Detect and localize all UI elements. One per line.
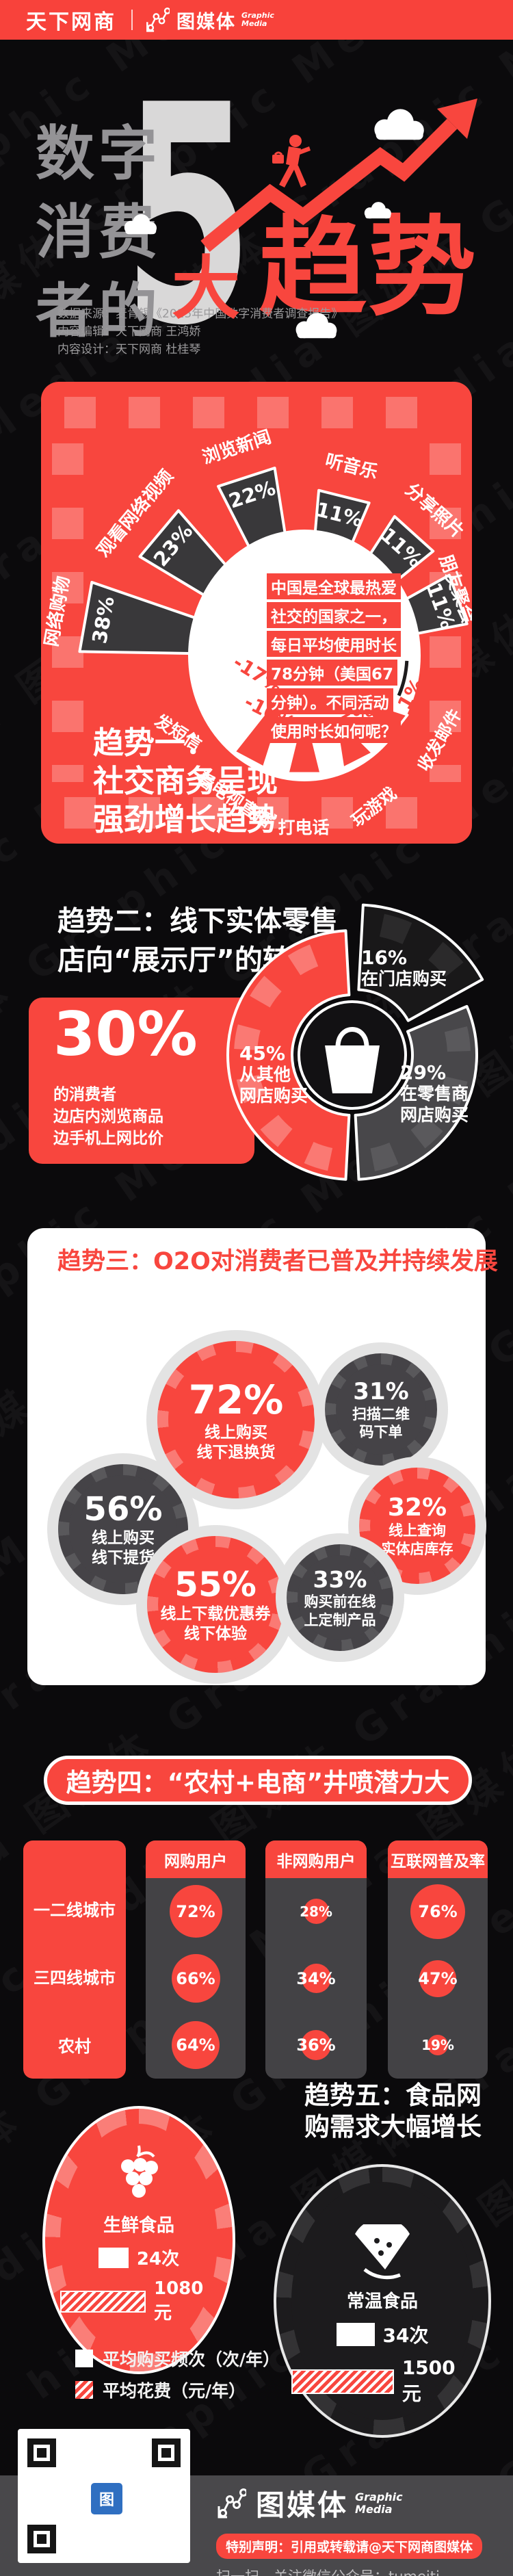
trend1-card: 38% 网络购物 23% 观看网络视频 22% 浏览新闻 11% 听音乐 11% 分享照片 11% 朋…	[41, 382, 472, 844]
data-source-line: 数据来源：麦肯锡《2015年中国数字消费者调查报告》	[57, 307, 343, 321]
frequency-stat: 24次	[98, 2245, 179, 2270]
trend2-stat-card: 30% 的消费者 边店内浏览商品 边手机上网比价	[29, 998, 254, 1164]
watermelon-icon	[355, 2224, 410, 2280]
legend-item: 平均花费（元/年）	[75, 2374, 280, 2406]
top-brand-bar: 天下网商 图媒体 Graphic Media	[0, 0, 513, 40]
title-trend-word: 趋势	[259, 205, 477, 331]
donut-segment	[354, 1004, 478, 1181]
trend1-center-note: 中国是全球最热爱 社交的国家之一， 每日平均使用时长 78分钟（美国67 分钟）…	[267, 573, 401, 746]
graphic-media-logo-icon	[146, 8, 170, 32]
cloud-icon	[295, 313, 337, 339]
trend3-title: 趋势三：O2O对消费者已普及并持续发展	[57, 1248, 498, 1275]
solid-swatch	[336, 2323, 375, 2346]
hatch-swatch	[60, 2290, 146, 2313]
chart-label: 听音乐	[323, 450, 380, 483]
trend3-panel	[27, 1228, 486, 1685]
chart-label: 浏览新闻	[200, 426, 274, 469]
brand-wordmark: 天下网商	[26, 10, 116, 34]
editor-line: 内容编辑：天下网商 王鸿娇	[57, 325, 201, 339]
trend5-legend: 平均购买频次（次/年） 平均花费（元/年）	[75, 2343, 280, 2406]
food-category-label: 生鲜食品	[103, 2215, 174, 2236]
designer-line: 内容设计：天下网商 杜桂琴	[57, 343, 201, 356]
cloud-icon	[124, 214, 157, 235]
footer-declaration: 特别声明：引用或转载请@天下网商图媒体	[216, 2534, 483, 2559]
radial-arc-flat	[397, 660, 409, 697]
spend-stat: 1500元	[291, 2356, 473, 2406]
qr-finder-icon	[152, 2438, 181, 2467]
filmstrip-top	[64, 397, 449, 428]
title-inside-char: 大	[172, 248, 240, 328]
trend5-title: 趋势五：食品网 购需求大幅增长	[304, 2081, 482, 2142]
ambient-food-gear-circle: 常温食品 34次 1500元	[274, 2164, 491, 2438]
filmstrip-left	[52, 443, 83, 782]
shopping-bag-icon	[325, 1027, 380, 1093]
graphic-media-logo-text: 图媒体	[176, 11, 236, 33]
row-label: 农村	[58, 2036, 91, 2056]
divider	[131, 10, 133, 30]
spend-stat: 1080元	[60, 2278, 218, 2324]
trend2-title: 趋势二：线下实体零售 店向“展示厅”的转型	[57, 905, 338, 976]
qr-code: 图	[18, 2429, 190, 2563]
trend2-stat-value: 30%	[53, 999, 198, 1069]
graphic-media-logo-en: Graphic Media	[241, 11, 274, 28]
food-category-label: 常温食品	[346, 2291, 418, 2312]
row-label: 三四线城市	[34, 1968, 116, 1988]
solid-swatch	[98, 2247, 129, 2268]
trend1-title: 趋势一： 社交商务呈现 强劲增长趋势	[93, 725, 278, 837]
footer-logo: 图媒体 Graphic Media	[216, 2482, 482, 2524]
qr-center-logo: 图	[89, 2481, 124, 2516]
legend-item: 平均购买频次（次/年）	[75, 2343, 280, 2374]
hatch-swatch	[291, 2369, 394, 2394]
solid-swatch	[75, 2350, 93, 2367]
qr-finder-icon	[27, 2438, 56, 2467]
trend4-title: 趋势四：“农村+电商”井喷潜力大	[44, 1756, 472, 1805]
graphic-media-logo-icon	[218, 2488, 246, 2518]
growth-arrow-illustration	[124, 99, 477, 339]
donut-segment	[357, 903, 484, 1022]
trend2-donut-chart	[226, 903, 484, 1181]
chart-label: 网络购物	[41, 575, 74, 649]
cloud-icon	[364, 202, 391, 219]
hatch-swatch	[75, 2381, 93, 2399]
chart-label: 玩游戏	[347, 783, 400, 831]
filmstrip-bottom	[64, 797, 449, 829]
credits-block: 数据来源：麦肯锡《2015年中国数字消费者调查报告》 内容编辑：天下网商 王鸿娇…	[57, 305, 343, 359]
fresh-food-gear-circle: 生鲜食品 24次 1080元	[42, 2106, 235, 2374]
businessman-icon	[272, 135, 311, 187]
chart-label: 打电话	[278, 818, 329, 837]
chart-label: 收发邮件	[414, 705, 465, 775]
qr-finder-icon	[27, 2525, 56, 2553]
trend4-row-labels: 一二线城市 三四线城市 农村	[23, 1840, 126, 2079]
donut-segment	[226, 929, 351, 1181]
cloud-icon	[374, 109, 424, 140]
grape-icon	[121, 2145, 158, 2198]
frequency-stat: 34次	[336, 2321, 428, 2348]
arrow-head-icon	[437, 99, 477, 139]
footer-caption: 扫一扫，关注微信公众号：tumeiti	[216, 2566, 482, 2576]
row-label: 一二线城市	[34, 1901, 116, 1921]
trend2-stat-caption: 的消费者 边店内浏览商品 边手机上网比价	[53, 1086, 163, 1147]
